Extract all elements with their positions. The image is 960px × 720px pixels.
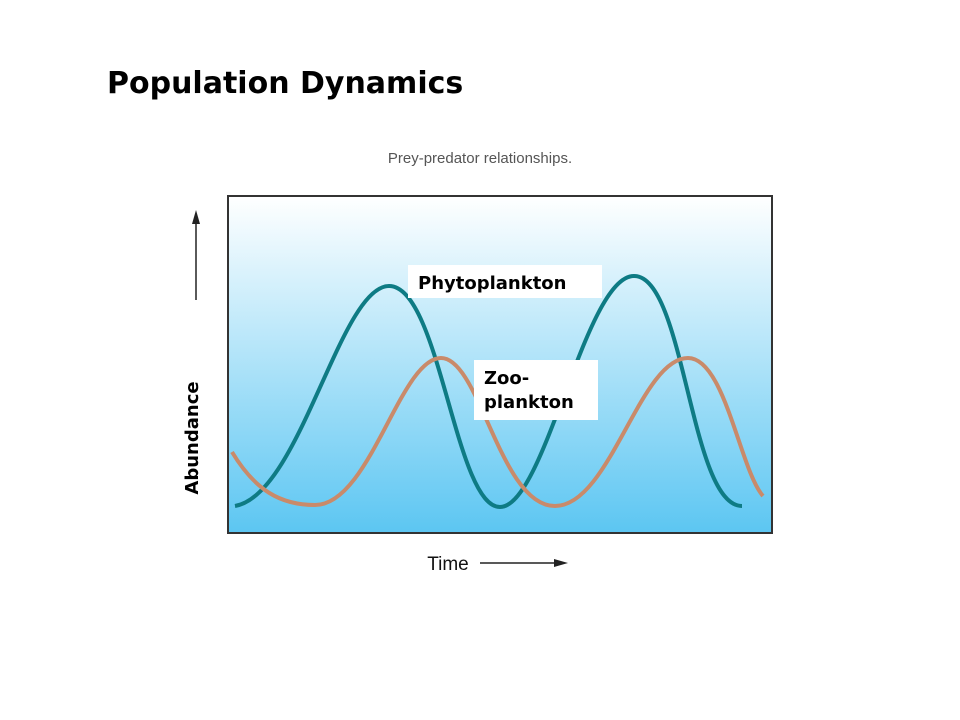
x-axis-label: Time	[427, 554, 469, 575]
phytoplankton-label: Phytoplankton	[418, 273, 566, 294]
slide-title: Population Dynamics	[107, 66, 463, 101]
label-line: Zoo-	[484, 368, 529, 389]
label-box	[474, 360, 598, 420]
figure-caption: Prey-predator relationships.	[388, 150, 572, 167]
phytoplankton-curve	[234, 273, 743, 510]
x-arrowhead	[554, 559, 568, 567]
zooplankton-curve	[230, 355, 765, 509]
label-line: plankton	[484, 392, 574, 413]
zooplankton-label: Zoo-plankton	[484, 368, 574, 413]
y-arrowhead	[192, 210, 200, 224]
y-axis-label: Abundance	[182, 381, 203, 494]
label-box	[408, 265, 602, 298]
